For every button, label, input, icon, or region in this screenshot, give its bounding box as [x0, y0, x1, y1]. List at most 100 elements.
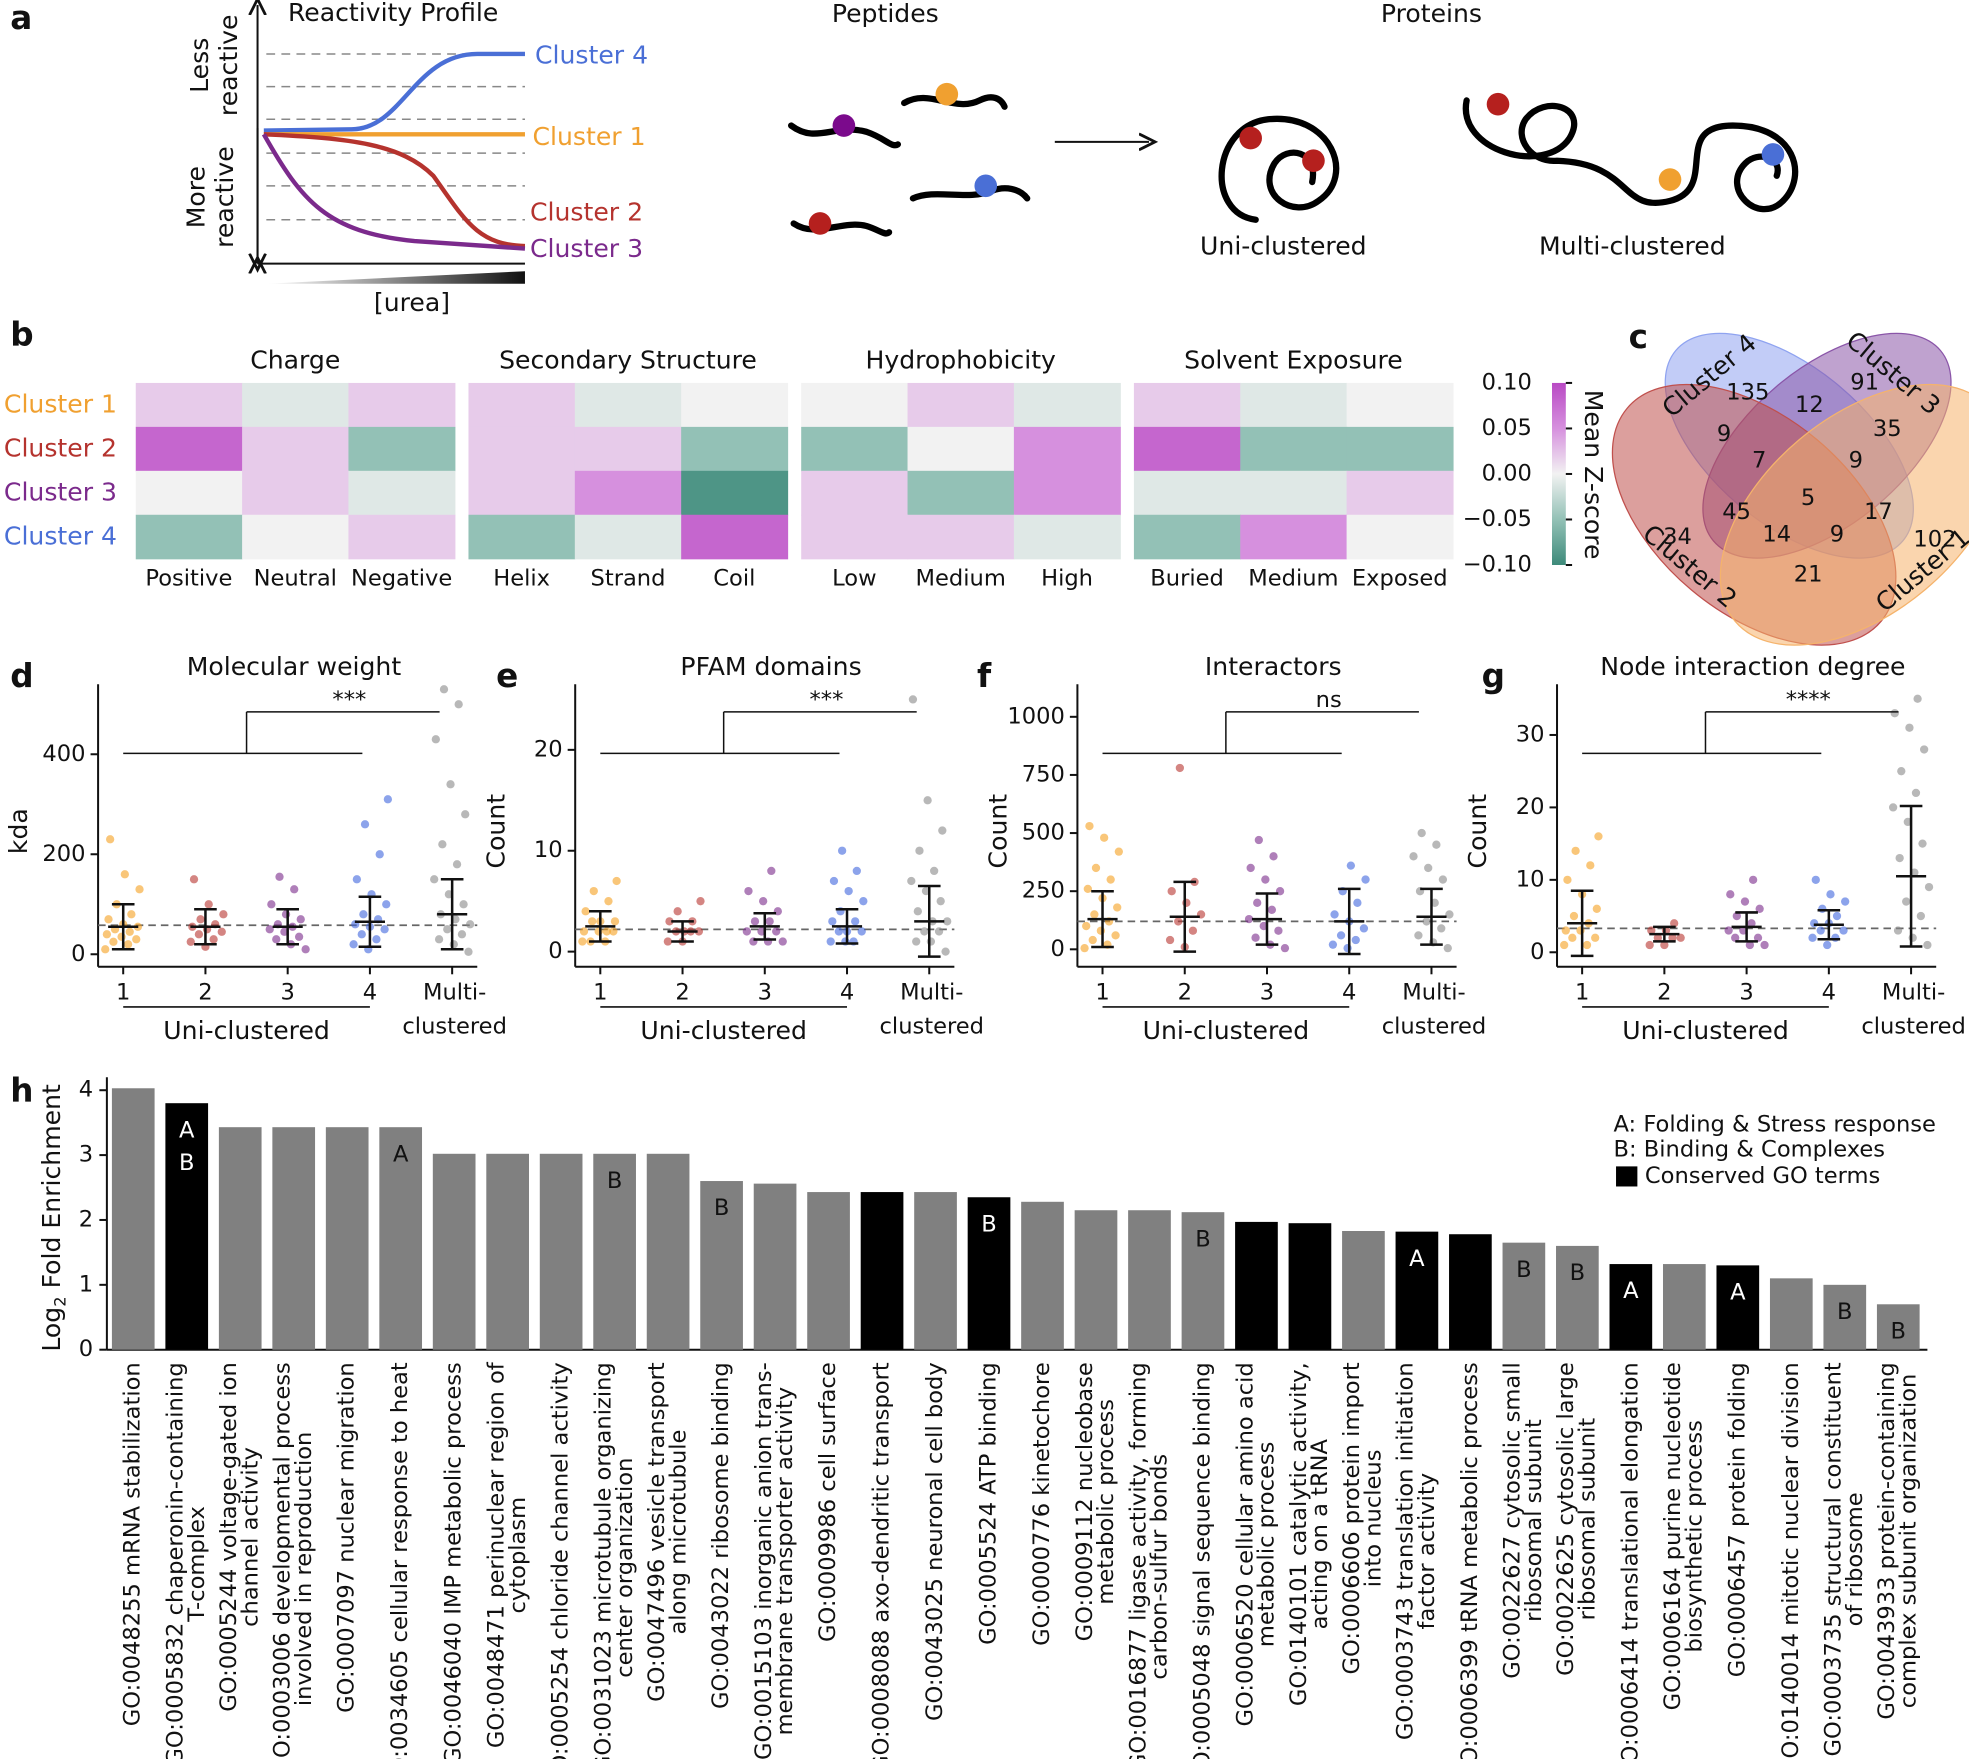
heat-cell: [801, 426, 909, 472]
y-tick-label: 0: [71, 941, 85, 967]
point: [759, 897, 768, 906]
x-tick-label: biosynthetic process: [1682, 1420, 1708, 1652]
heat-cell: [1240, 382, 1348, 428]
point: [1653, 933, 1662, 942]
axis-label: Less: [185, 38, 214, 93]
point: [275, 872, 284, 881]
point: [123, 940, 133, 949]
x-tick-label: GO:0005048 signal sequence binding: [1189, 1362, 1215, 1759]
point: [859, 897, 868, 906]
x-tick-label: membrane transporter activity: [772, 1387, 798, 1736]
heat-cell: [1240, 514, 1348, 560]
column-label: Exposed: [1352, 565, 1448, 591]
point: [1816, 926, 1825, 935]
point: [1811, 875, 1820, 884]
point: [102, 930, 112, 939]
panel-a: Reactivity Profile Less reactive More re…: [181, 0, 1799, 317]
y-tick-label: 30: [1516, 721, 1545, 747]
group-title: Charge: [250, 346, 340, 375]
heat-cell: [907, 470, 1015, 516]
point: [1724, 926, 1733, 935]
point: [588, 917, 597, 926]
point: [1908, 933, 1917, 942]
bar: [646, 1153, 690, 1350]
x-tick-label: GO:0022627 cytosolic small: [1500, 1362, 1526, 1679]
x-tick-label: Multi-: [1402, 980, 1465, 1006]
point: [1246, 863, 1255, 873]
point: [120, 870, 129, 879]
point: [1330, 910, 1339, 919]
point: [744, 886, 753, 896]
point: [1592, 904, 1601, 913]
colorbar-tick-label: 0.00: [1482, 460, 1532, 486]
point: [1280, 944, 1290, 953]
point: [1897, 767, 1906, 776]
y-tick-label: 0: [548, 938, 562, 964]
x-tick-label: ribosomal subunit: [1521, 1419, 1547, 1622]
x-tick-label: GO:0000776 kinetochore: [1029, 1362, 1055, 1646]
point: [439, 685, 449, 694]
point: [1088, 935, 1097, 945]
heat-cell: [1133, 382, 1241, 428]
x-tick-label: GO:0003006 developmental process: [270, 1362, 296, 1759]
point: [267, 900, 276, 909]
point: [772, 927, 781, 936]
group-title: Solvent Exposure: [1184, 346, 1403, 375]
point: [908, 695, 918, 704]
venn-count: 21: [1794, 562, 1823, 588]
point: [352, 875, 362, 884]
x-tick-label: GO:0043022 ribosome binding: [708, 1362, 734, 1709]
point: [1902, 897, 1911, 906]
venn-count: 34: [1663, 524, 1692, 550]
x-tick-label: GO:0031023 microtubule organizing: [590, 1362, 616, 1759]
group-title: Hydrophobicity: [865, 346, 1056, 375]
x-tick-label: 4: [1822, 980, 1836, 1006]
x-tick-label: 4: [363, 980, 377, 1006]
point: [1561, 926, 1570, 935]
point: [1182, 898, 1191, 907]
point: [438, 840, 447, 849]
point: [1748, 875, 1758, 884]
legend-swatch: [1616, 1166, 1638, 1187]
heat-cell: [468, 426, 576, 472]
peptides: [788, 94, 1799, 237]
column-label: Negative: [351, 565, 452, 591]
heat-cell: [468, 470, 576, 516]
point: [1808, 933, 1817, 942]
point: [431, 735, 440, 744]
colorbar: [1552, 382, 1566, 565]
heat-cell: [1133, 514, 1241, 560]
bar: [1395, 1231, 1439, 1350]
x-tick-label: Multi-: [900, 980, 963, 1006]
point: [1328, 940, 1338, 949]
heat-cell: [1013, 426, 1121, 472]
venn-count: 9: [1717, 421, 1731, 447]
x-tick-label: acting on a tRNA: [1307, 1438, 1333, 1629]
y-tick-label: 10: [534, 837, 563, 863]
axis-label: reactive: [210, 146, 239, 248]
point: [1174, 917, 1183, 926]
heat-cell: [574, 470, 682, 516]
point: [844, 886, 853, 896]
point: [1893, 926, 1903, 935]
column-label: Medium: [916, 565, 1006, 591]
point: [132, 935, 141, 944]
y-tick-label: 20: [534, 736, 563, 762]
point: [1571, 846, 1580, 856]
point: [1832, 911, 1842, 921]
column-label: Strand: [591, 565, 666, 591]
point: [742, 927, 751, 936]
heat-cell: [1346, 514, 1454, 560]
x-tick-label: GO:0015103 inorganic anion trans-: [751, 1362, 777, 1759]
heat-cell: [135, 514, 243, 560]
point: [1346, 861, 1356, 870]
point: [1114, 847, 1123, 856]
point: [1096, 926, 1106, 935]
point: [1361, 875, 1370, 884]
point: [926, 937, 936, 946]
point: [610, 917, 620, 926]
axis-label: reactive: [214, 15, 243, 117]
point: [1913, 694, 1922, 703]
column-label: Buried: [1150, 565, 1224, 591]
point: [1437, 924, 1446, 933]
